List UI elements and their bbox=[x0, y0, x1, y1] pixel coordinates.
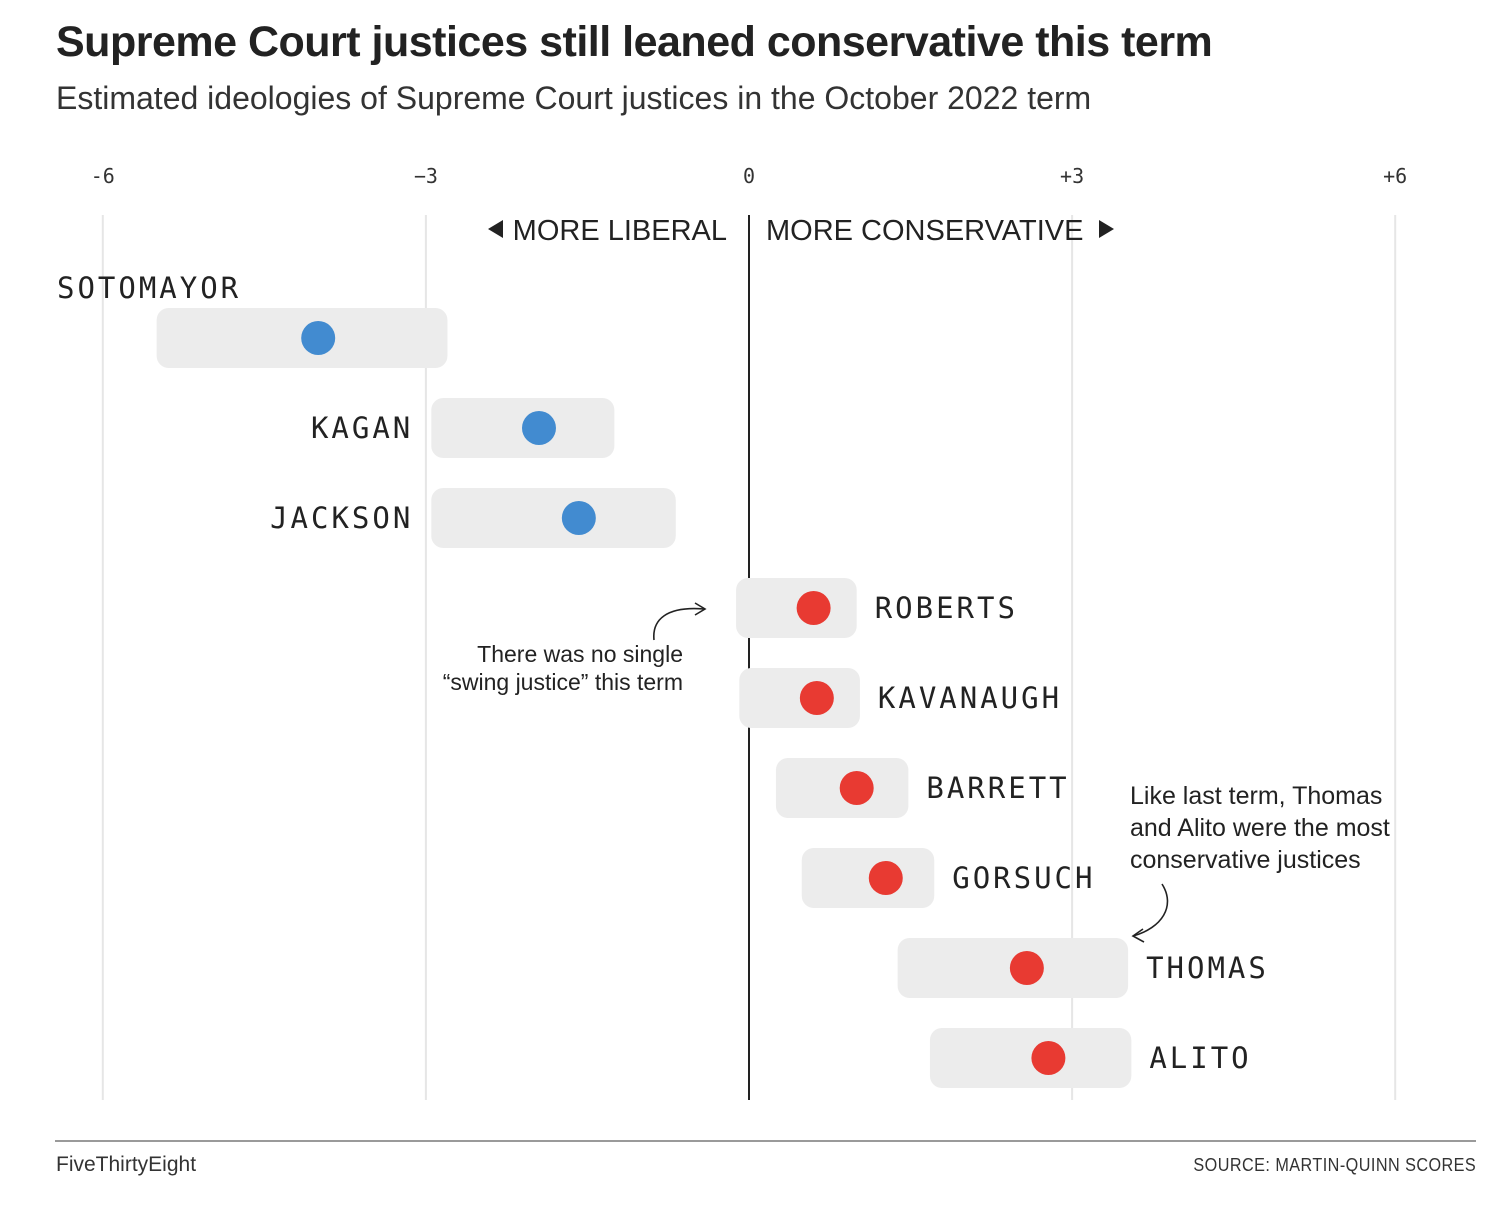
justice-row-gorsuch: GORSUCH bbox=[801, 848, 1095, 908]
justice-name-kagan: KAGAN bbox=[311, 411, 413, 445]
chart-subtitle: Estimated ideologies of Supreme Court ju… bbox=[56, 80, 1092, 116]
more-liberal-label: MORE LIBERAL bbox=[513, 215, 727, 247]
ideology-dot-kagan bbox=[521, 411, 556, 445]
range-band-alito bbox=[929, 1028, 1132, 1088]
justice-row-kagan: KAGAN bbox=[311, 398, 615, 458]
justice-name-gorsuch: GORSUCH bbox=[952, 861, 1095, 895]
footer-divider bbox=[55, 1140, 1476, 1142]
ideology-dot-alito bbox=[1031, 1041, 1066, 1075]
range-band-gorsuch bbox=[801, 848, 935, 908]
ideology-chart: -6 −3 0 +3 +6 MORE LIBERAL MORE CONSERVATIVE… bbox=[57, 164, 1407, 1100]
justice-row-barrett: BARRETT bbox=[775, 758, 1069, 818]
more-conservative-label: MORE CONSERVATIVE bbox=[766, 215, 1083, 247]
swing-justice-annotation: There was no single “swing justice” this… bbox=[443, 602, 707, 695]
ideology-dot-jackson bbox=[561, 501, 596, 535]
x-tick-label: 0 bbox=[743, 164, 755, 188]
x-tick-label: +6 bbox=[1383, 164, 1407, 188]
ideology-dot-barrett bbox=[839, 771, 874, 805]
range-band-jackson bbox=[431, 488, 676, 548]
ideology-dot-kavanaugh bbox=[799, 681, 834, 715]
arrowhead-icon bbox=[1131, 928, 1145, 943]
justice-row-roberts: ROBERTS bbox=[736, 578, 1018, 638]
ideology-dot-thomas bbox=[1009, 951, 1044, 985]
thomas-alito-note-line-3: conservative justices bbox=[1130, 846, 1361, 874]
justice-name-roberts: ROBERTS bbox=[875, 591, 1018, 625]
curved-arrow-icon bbox=[1132, 883, 1169, 937]
justice-rows: SOTOMAYOR KAGAN JACKSON ROBERTS KAVANAUGH BAR… bbox=[57, 271, 1269, 1088]
ideology-dot-sotomayor bbox=[301, 321, 336, 355]
range-band-kavanaugh bbox=[739, 668, 860, 728]
swing-note-line-1: There was no single bbox=[477, 641, 683, 667]
thomas-alito-note-line-2: and Alito were the most bbox=[1130, 814, 1390, 842]
x-tick-label: −3 bbox=[414, 164, 438, 188]
right-arrow-icon bbox=[1099, 220, 1114, 238]
justice-row-jackson: JACKSON bbox=[270, 488, 676, 548]
curved-arrow-icon bbox=[653, 607, 705, 641]
left-arrow-icon bbox=[488, 220, 503, 238]
arrowhead-icon bbox=[694, 602, 707, 616]
swing-note-line-2: “swing justice” this term bbox=[443, 669, 683, 695]
justice-name-barrett: BARRETT bbox=[926, 771, 1069, 805]
range-band-roberts bbox=[736, 578, 857, 638]
justice-name-kavanaugh: KAVANAUGH bbox=[878, 681, 1062, 715]
justice-name-thomas: THOMAS bbox=[1146, 951, 1269, 985]
justice-row-sotomayor: SOTOMAYOR bbox=[57, 271, 448, 368]
x-axis-ticks: -6 −3 0 +3 +6 bbox=[91, 164, 1407, 188]
thomas-alito-note-line-1: Like last term, Thomas bbox=[1130, 782, 1382, 810]
justice-name-jackson: JACKSON bbox=[270, 501, 413, 535]
x-tick-label: +3 bbox=[1060, 164, 1084, 188]
justice-row-thomas: THOMAS bbox=[897, 938, 1269, 998]
ideology-dot-roberts bbox=[796, 591, 831, 625]
justice-row-alito: ALITO bbox=[929, 1028, 1251, 1088]
brand-label: FiveThirtyEight bbox=[56, 1153, 197, 1176]
chart-title: Supreme Court justices still leaned cons… bbox=[56, 18, 1213, 66]
justice-row-kavanaugh: KAVANAUGH bbox=[739, 668, 1062, 728]
justice-name-alito: ALITO bbox=[1149, 1041, 1251, 1075]
thomas-alito-annotation: Like last term, Thomas and Alito were th… bbox=[1130, 782, 1390, 943]
justice-name-sotomayor: SOTOMAYOR bbox=[57, 271, 241, 305]
ideology-dot-gorsuch bbox=[868, 861, 903, 895]
x-tick-label: -6 bbox=[91, 164, 115, 188]
source-label: SOURCE: MARTIN-QUINN SCORES bbox=[1193, 1155, 1476, 1175]
